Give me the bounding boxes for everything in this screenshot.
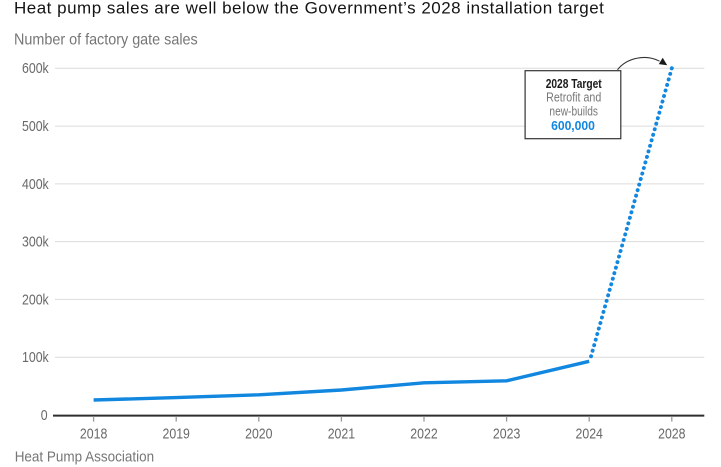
svg-text:400k: 400k <box>22 176 49 192</box>
svg-text:600k: 600k <box>22 60 49 76</box>
svg-text:0: 0 <box>41 407 48 423</box>
svg-text:2019: 2019 <box>163 426 190 442</box>
svg-text:2024: 2024 <box>576 426 604 442</box>
svg-text:2020: 2020 <box>245 426 272 442</box>
svg-text:300k: 300k <box>22 234 49 250</box>
svg-text:100k: 100k <box>22 349 49 365</box>
svg-text:2028 Target: 2028 Target <box>546 78 602 91</box>
svg-text:Retrofit and: Retrofit and <box>546 91 601 105</box>
svg-text:Heat Pump Association: Heat Pump Association <box>15 449 154 466</box>
svg-text:500k: 500k <box>22 118 49 134</box>
svg-text:2022: 2022 <box>410 426 437 442</box>
svg-text:2028: 2028 <box>658 426 685 442</box>
svg-text:200k: 200k <box>22 291 49 307</box>
svg-text:Number of factory gate sales: Number of factory gate sales <box>14 31 198 49</box>
svg-text:2023: 2023 <box>493 426 520 442</box>
svg-text:2018: 2018 <box>80 426 107 442</box>
svg-text:Heat pump sales are well below: Heat pump sales are well below the Gover… <box>14 0 604 18</box>
svg-text:2021: 2021 <box>328 426 355 442</box>
svg-text:600,000: 600,000 <box>551 118 595 133</box>
svg-text:new-builds: new-builds <box>549 105 598 118</box>
